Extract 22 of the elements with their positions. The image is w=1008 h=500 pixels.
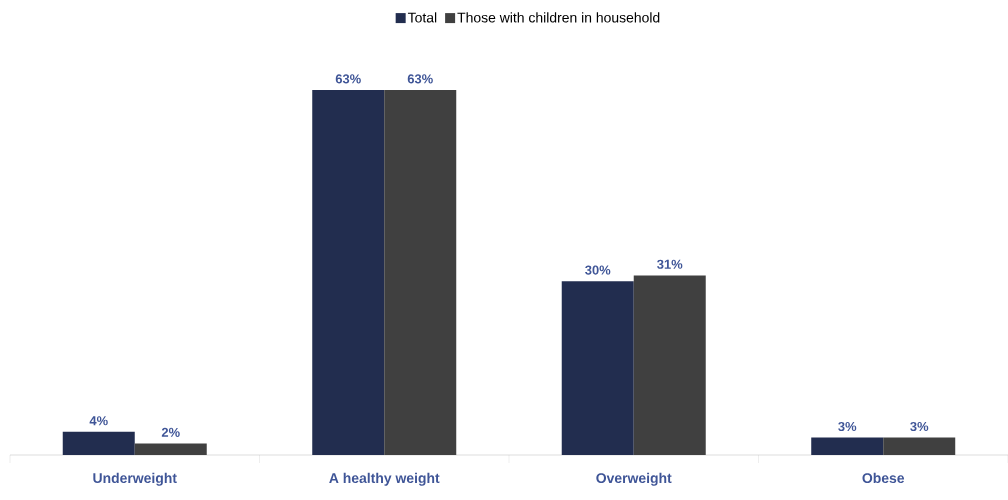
x-tick-label: Obese (862, 472, 905, 484)
x-tick-label: Underweight (93, 472, 177, 486)
data-label: 31% (657, 259, 683, 269)
data-label: 63% (335, 74, 361, 84)
data-label: 2% (161, 427, 180, 437)
x-tick-label: A healthy weight (329, 472, 440, 486)
data-label: 63% (407, 74, 433, 84)
bar (312, 90, 385, 455)
x-tick-label: Overweight (596, 472, 672, 486)
bar (62, 431, 135, 455)
bar (811, 437, 884, 455)
data-label: 4% (89, 416, 108, 426)
data-label: 3% (838, 421, 857, 432)
legend-label: Total (407, 12, 437, 23)
bar (384, 90, 457, 455)
bar (561, 281, 634, 455)
bar (633, 275, 706, 455)
legend-label: Those with children in household (457, 12, 660, 23)
bar (883, 437, 956, 455)
data-label: 30% (585, 265, 611, 275)
bar (134, 443, 207, 455)
data-label: 3% (910, 421, 929, 432)
